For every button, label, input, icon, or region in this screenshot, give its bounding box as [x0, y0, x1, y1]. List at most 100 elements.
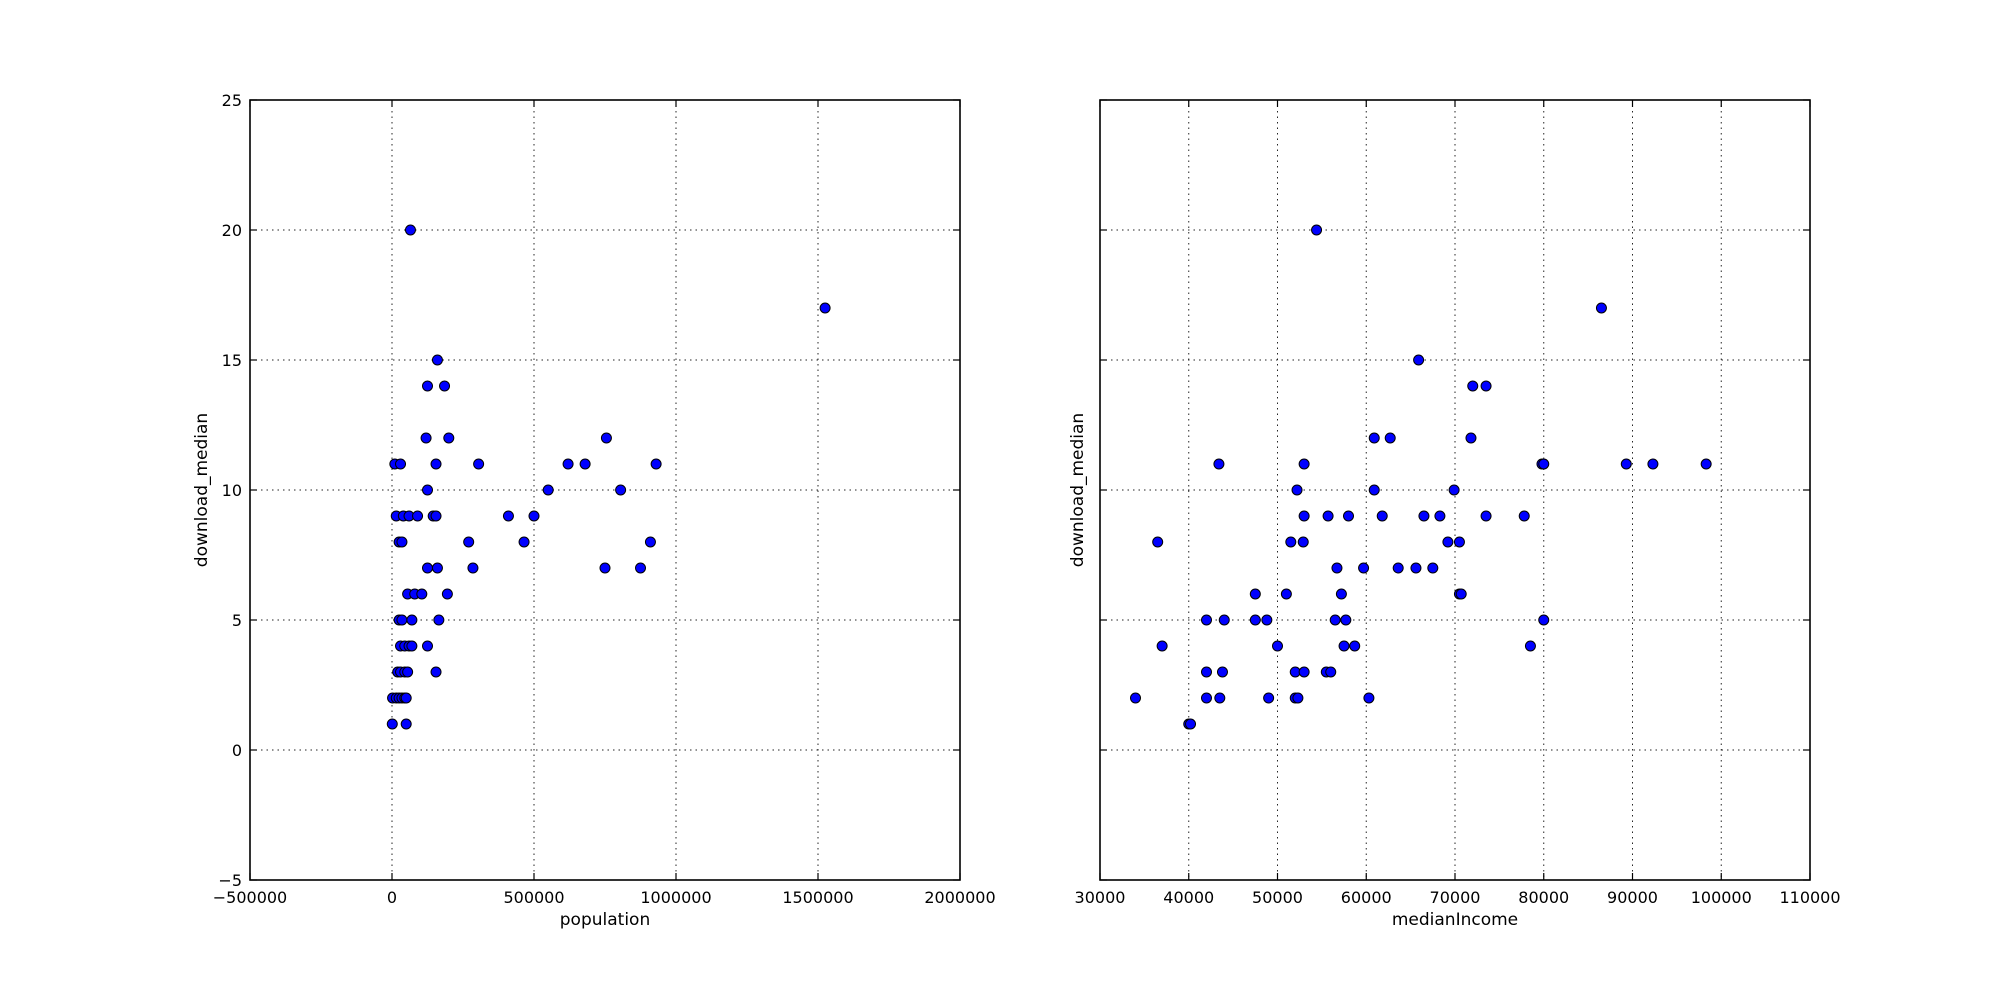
x-tick-label: 30000: [1075, 888, 1126, 907]
data-point: [600, 432, 612, 444]
y-tick-label: 0: [232, 741, 242, 760]
data-point: [599, 562, 611, 574]
x-tick-label: 100000: [1691, 888, 1752, 907]
data-point: [1201, 692, 1212, 704]
data-point: [518, 536, 530, 548]
data-point: [1518, 510, 1530, 522]
y-tick-label: 10: [222, 481, 242, 500]
x-tick-label: 110000: [1779, 888, 1840, 907]
data-point: [473, 458, 485, 470]
data-point: [443, 432, 455, 444]
x-tick-label: 60000: [1341, 888, 1392, 907]
data-point: [400, 718, 412, 730]
data-point: [1442, 536, 1454, 548]
data-point: [1418, 510, 1430, 522]
data-point: [1216, 666, 1228, 678]
panel-income-vs-download: 30000 40000 50000 60000 70000 80000 90000 10000…: [1068, 99, 1841, 930]
data-point: [1595, 302, 1607, 314]
y-tick-label: 25: [222, 91, 242, 110]
x-axis-title: population: [560, 910, 650, 930]
data-point: [422, 380, 433, 392]
axes-frame: [249, 99, 961, 881]
axes-frame: [1099, 99, 1811, 881]
y-tick-label: 15: [222, 351, 242, 370]
data-point: [1392, 562, 1404, 574]
data-point: [1218, 614, 1230, 626]
data-point: [1538, 458, 1550, 470]
data-point: [430, 666, 442, 678]
x-tick-label: 80000: [1518, 888, 1569, 907]
data-point: [1448, 484, 1460, 496]
data-point: [441, 588, 453, 600]
data-point: [1453, 536, 1465, 548]
data-point: [395, 458, 407, 470]
data-point: [1214, 692, 1226, 704]
data-point: [1384, 432, 1396, 444]
data-point: [1524, 640, 1536, 652]
data-point: [1130, 692, 1141, 704]
data-point: [1201, 666, 1212, 678]
data-point: [1538, 614, 1550, 626]
data-point: [1620, 458, 1632, 470]
data-point: [819, 302, 831, 314]
data-point: [1465, 432, 1477, 444]
data-point: [439, 380, 451, 392]
y-axis-title: download_median: [192, 413, 212, 567]
data-point: [1249, 614, 1261, 626]
y-tick-label: 20: [222, 221, 242, 240]
data-point: [1349, 640, 1361, 652]
data-point: [396, 536, 408, 548]
x-tick-label: 1500000: [782, 888, 853, 907]
data-point: [433, 614, 445, 626]
data-point: [650, 458, 662, 470]
data-point: [1185, 718, 1197, 730]
data-point: [1285, 536, 1297, 548]
data-point: [1201, 614, 1212, 626]
data-point: [1291, 484, 1303, 496]
data-point: [386, 718, 398, 730]
data-point: [1272, 640, 1283, 652]
x-tick-label: −500000: [213, 888, 287, 907]
panel-population-vs-download: −500000 0 500000 1000000 1500000 2000000 −5 0 5 1…: [192, 91, 996, 930]
data-point: [404, 224, 416, 236]
data-point: [406, 640, 418, 652]
data-point: [1298, 666, 1310, 678]
x-tick-label: 2000000: [924, 888, 995, 907]
data-point: [1343, 510, 1354, 522]
data-point: [430, 458, 442, 470]
x-tick-label: 50000: [1252, 888, 1303, 907]
x-tick-label: 40000: [1163, 888, 1214, 907]
x-tick-label: 0: [387, 888, 397, 907]
x-tick-label: 1000000: [640, 888, 711, 907]
y-tick-label: 5: [232, 611, 242, 630]
y-axis-title: download_median: [1068, 413, 1088, 567]
data-point: [467, 562, 479, 574]
data-point: [644, 536, 656, 548]
data-point: [1467, 380, 1479, 392]
data-point: [400, 692, 412, 704]
x-tick-label: 500000: [503, 888, 564, 907]
data-point: [402, 666, 414, 678]
data-point: [1427, 562, 1439, 574]
data-point: [1331, 562, 1343, 574]
data-point: [1368, 432, 1380, 444]
data-point: [1213, 458, 1225, 470]
data-point: [1298, 510, 1310, 522]
data-point: [1280, 588, 1292, 600]
data-point: [1322, 510, 1334, 522]
data-point: [1325, 666, 1337, 678]
data-point: [615, 484, 627, 496]
data-point: [1292, 692, 1304, 704]
data-point: [1480, 380, 1492, 392]
data-point: [542, 484, 554, 496]
data-point: [431, 354, 443, 366]
data-point: [579, 458, 591, 470]
data-point: [416, 588, 428, 600]
data-point: [635, 562, 646, 574]
data-point: [406, 614, 418, 626]
data-point: [1297, 536, 1309, 548]
data-point: [430, 510, 442, 522]
data-point: [1410, 562, 1422, 574]
